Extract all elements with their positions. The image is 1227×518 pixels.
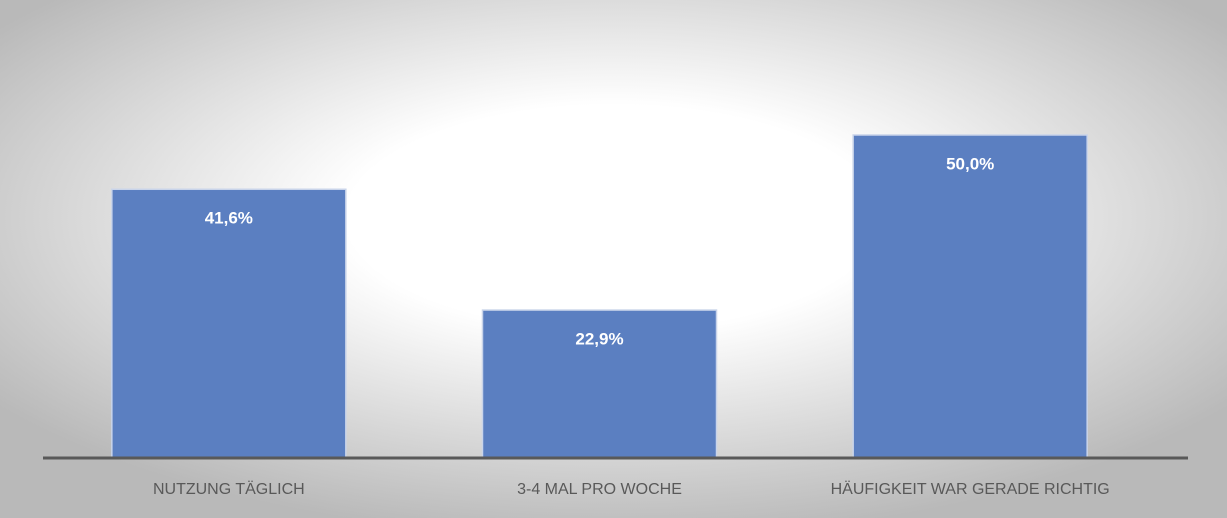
bar (852, 134, 1088, 459)
bar (481, 309, 718, 459)
value-label: 50,0% (946, 154, 994, 173)
x-tick-label: HÄUFIGKEIT WAR GERADE RICHTIG (831, 480, 1110, 498)
value-label: 22,9% (575, 330, 623, 349)
x-tick-label: 3-4 MAL PRO WOCHE (517, 481, 682, 498)
value-label: 41,6% (205, 209, 253, 228)
bar (111, 188, 347, 459)
x-tick-label: NUTZUNG TÄGLICH (153, 480, 305, 498)
